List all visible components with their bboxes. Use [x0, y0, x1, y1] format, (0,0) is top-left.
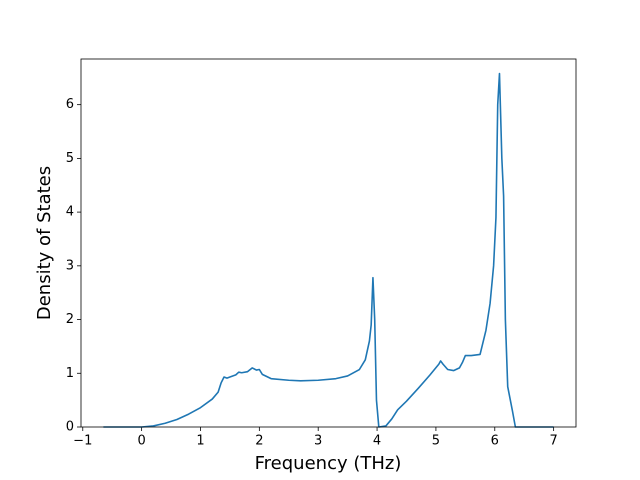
x-tick-label: 0 — [137, 434, 145, 449]
y-axis-label: Density of States — [34, 166, 55, 320]
x-tick-label: 4 — [373, 434, 381, 449]
x-tick-label: 1 — [196, 434, 204, 449]
y-tick-label: 2 — [66, 312, 74, 327]
x-tick-label: 7 — [549, 434, 557, 449]
x-tick-label: 5 — [432, 434, 440, 449]
x-axis-label: Frequency (THz) — [255, 453, 402, 474]
y-tick-label: 0 — [66, 420, 74, 435]
x-tick-label: 3 — [314, 434, 322, 449]
y-tick-label: 4 — [66, 205, 74, 220]
plot-frame — [80, 58, 577, 428]
x-tick-label: 2 — [255, 434, 263, 449]
y-tick-label: 3 — [66, 258, 74, 273]
x-tick-label: −1 — [73, 434, 92, 449]
y-tick-label: 1 — [66, 366, 74, 381]
y-tick-label: 6 — [66, 97, 74, 112]
x-tick-label: 6 — [491, 434, 499, 449]
data-line — [103, 72, 554, 428]
y-tick-label: 5 — [66, 151, 74, 166]
